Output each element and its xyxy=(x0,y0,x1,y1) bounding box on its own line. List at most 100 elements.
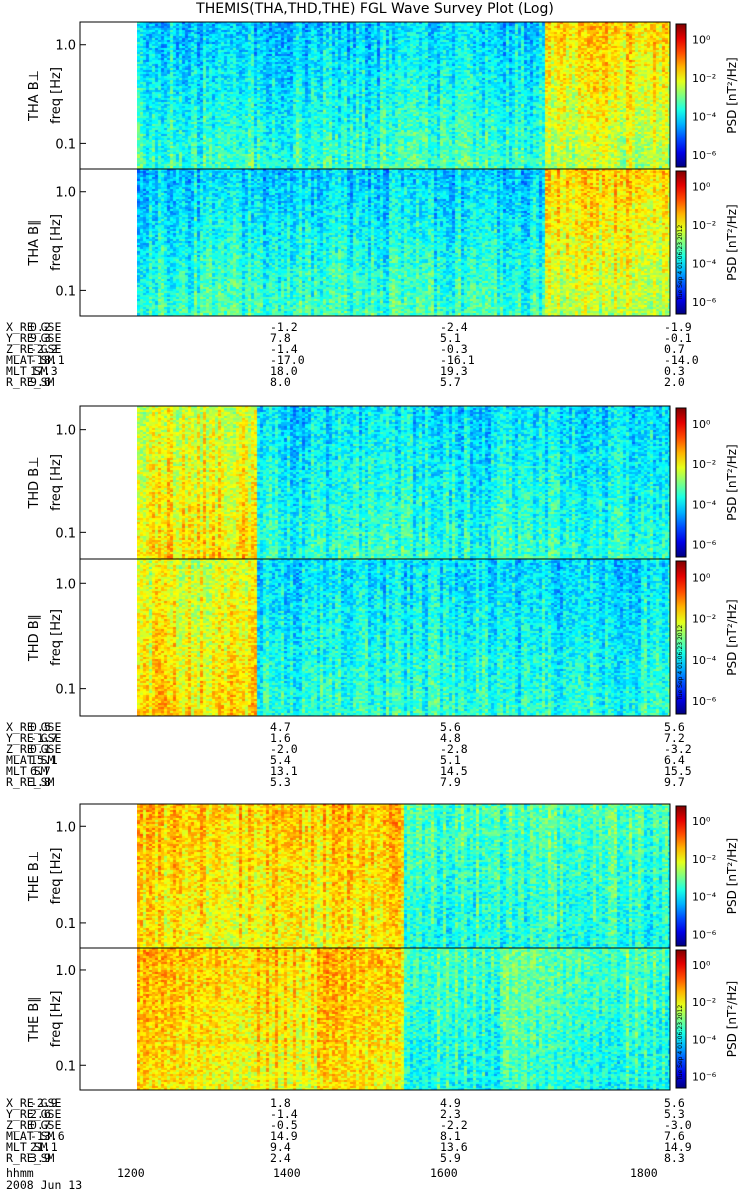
ephemeris-row: X_RE_GSE 0.5 4.7 5.6 5.6 xyxy=(6,720,685,734)
ephemeris-value: 0.7 xyxy=(30,1118,51,1132)
panel-tha-par xyxy=(79,168,687,317)
ephemeris-value: -2.2 xyxy=(440,1118,468,1132)
ephemeris-value: 17.3 xyxy=(30,364,58,378)
panel-frame xyxy=(79,168,671,317)
ephemeris-name: R_RE_SM xyxy=(6,375,55,389)
ephemeris-value: -1.7 xyxy=(30,731,58,745)
ephemeris-value: -3.0 xyxy=(664,1118,692,1132)
colorbar-tick-label: 10⁻⁶ xyxy=(692,928,717,941)
ephemeris-row: R_RE_SM 9.6 8.0 5.7 2.0 xyxy=(6,375,685,389)
ephemeris-value: 5.6 xyxy=(664,1096,685,1110)
ephemeris-row: Z_RE_GSE 0.1 -2.0 -2.8 -3.2 xyxy=(6,742,692,756)
panel-the-par xyxy=(79,947,687,1091)
ephemeris-value: 6.7 xyxy=(30,764,51,778)
panel-label: THD B⊥ xyxy=(27,456,42,509)
time-tick-label: 1800 xyxy=(630,1166,658,1180)
ephemeris-value: -2.0 xyxy=(270,742,298,756)
ephemeris-value: 4.7 xyxy=(270,720,291,734)
colorbar-tick-label: 10⁰ xyxy=(692,959,711,972)
freq-tick-label: 1.0 xyxy=(55,820,76,835)
ephemeris-value: 4.9 xyxy=(440,1096,461,1110)
ephemeris-value: 7.2 xyxy=(664,731,685,745)
ephemeris-value: 1.8 xyxy=(30,775,51,789)
colorbar-tick-label: 10⁻² xyxy=(692,458,716,471)
ephemeris-row: X_RE_GSE -2.9 1.8 4.9 5.6 xyxy=(6,1096,685,1110)
ephemeris-row: R_RE_SM 1.8 5.3 7.9 9.7 xyxy=(6,775,685,789)
ephemeris-value: 7.6 xyxy=(664,1129,685,1143)
ephemeris-row: Y_RE_GSE -1.7 1.6 4.8 7.2 xyxy=(6,731,685,745)
colorbar xyxy=(675,560,687,715)
ephemeris-value: -1.2 xyxy=(270,320,298,334)
colorbar-tick-label: 10⁻⁶ xyxy=(692,695,717,708)
panel-frame xyxy=(79,947,671,1091)
colorbar-label: PSD [nT²/Hz] xyxy=(725,838,739,914)
ephemeris-value: 5.7 xyxy=(440,375,461,389)
freq-tick-label: 0.1 xyxy=(55,683,76,698)
ephemeris-value: 0.1 xyxy=(30,742,51,756)
ephemeris-value: -1.4 xyxy=(270,342,298,356)
panel-label: THD B∥ xyxy=(27,614,42,662)
freq-axis-label: freq [Hz] xyxy=(49,214,64,271)
plot-title: THEMIS(THA,THD,THE) FGL Wave Survey Plot… xyxy=(196,1,554,17)
ephemeris-value: 0.5 xyxy=(30,720,51,734)
ephemeris-name: MLT_SM xyxy=(6,1140,48,1154)
ephemeris-row: Y_RE_GSE 2.6 -1.4 2.3 5.3 xyxy=(6,1107,685,1121)
colorbar-label: PSD [nT²/Hz] xyxy=(725,204,739,280)
ephemeris-value: -14.0 xyxy=(664,353,699,367)
ephemeris-name: X_RE_GSE xyxy=(6,1096,62,1110)
ephemeris-row: Z_RE_GSE 0.7 -0.5 -2.2 -3.0 xyxy=(6,1118,692,1132)
ephemeris-value: 7.9 xyxy=(440,775,461,789)
ephemeris-value: 6.4 xyxy=(664,753,685,767)
ephemeris-value: -1.4 xyxy=(270,1107,298,1121)
ephemeris-value: 8.0 xyxy=(270,375,291,389)
spectrogram-image xyxy=(137,406,670,559)
ephemeris-value: 7.8 xyxy=(270,331,291,345)
ephemeris-value: 18.0 xyxy=(270,364,298,378)
ephemeris-name: Y_RE_GSE xyxy=(6,1107,62,1121)
colorbar-tick-label: 10⁻² xyxy=(692,72,716,85)
ephemeris-value: 1.6 xyxy=(270,731,291,745)
colorbar-tick-label: 10⁻² xyxy=(692,853,716,866)
time-axis-label: hhmm xyxy=(6,1166,34,1180)
freq-tick-label: 1.0 xyxy=(55,964,76,979)
timestamp-stamp: Tue Sep 4 01:06:23 2012 xyxy=(677,624,684,700)
colorbar-tick-label: 10⁻⁴ xyxy=(692,258,717,271)
ephemeris-value: 21.1 xyxy=(30,1140,58,1154)
ephemeris-value: 2.3 xyxy=(440,1107,461,1121)
ephemeris-name: R_RE_SM xyxy=(6,775,55,789)
ephemeris-value: 9.7 xyxy=(664,775,685,789)
ephemeris-value: 8.3 xyxy=(664,1151,685,1165)
freq-tick-label: 1.0 xyxy=(55,424,76,439)
ephemeris-value: 5.3 xyxy=(664,1107,685,1121)
colorbar-tick-label: 10⁻⁴ xyxy=(692,1033,717,1046)
colorbar-tick-label: 10⁰ xyxy=(692,418,711,431)
ephemeris-value: 15.1 xyxy=(30,753,58,767)
colorbar-tick-label: 10⁰ xyxy=(692,180,711,193)
ephemeris-value: 0.2 xyxy=(30,320,51,334)
ephemeris-row: MLT_SM 17.3 18.0 19.3 0.3 xyxy=(6,364,685,378)
ephemeris-value: 13.1 xyxy=(270,764,298,778)
ephemeris-value: 1.8 xyxy=(270,1096,291,1110)
colorbar-tick-label: 10⁻⁴ xyxy=(692,891,717,904)
time-tick-label: 1200 xyxy=(117,1166,145,1180)
ephemeris-value: 14.5 xyxy=(440,764,468,778)
colorbar-tick-label: 10⁰ xyxy=(692,815,711,828)
freq-tick-label: 1.0 xyxy=(55,186,76,201)
ephemeris-value: 2.0 xyxy=(664,375,685,389)
colorbar xyxy=(675,23,687,168)
ephemeris-value: -17.0 xyxy=(270,353,305,367)
colorbar-tick-label: 10⁻⁴ xyxy=(692,111,717,124)
freq-tick-label: 0.1 xyxy=(55,917,76,932)
panel-tha-perp xyxy=(79,21,687,170)
panel-label: THA B∥ xyxy=(27,219,42,266)
ephemeris-row: MLT_SM 21.1 9.4 13.6 14.9 xyxy=(6,1140,692,1154)
ephemeris-name: R_RE_SM xyxy=(6,1151,55,1165)
ephemeris-value: -2.2 xyxy=(30,342,58,356)
ephemeris-name: MLT_SM xyxy=(6,764,48,778)
ephemeris-value: 19.3 xyxy=(440,364,468,378)
spectrogram-image xyxy=(137,22,670,169)
ephemeris-name: Z_RE_GSE xyxy=(6,342,62,356)
spectrogram-image xyxy=(137,169,670,316)
freq-tick-label: 1.0 xyxy=(55,577,76,592)
